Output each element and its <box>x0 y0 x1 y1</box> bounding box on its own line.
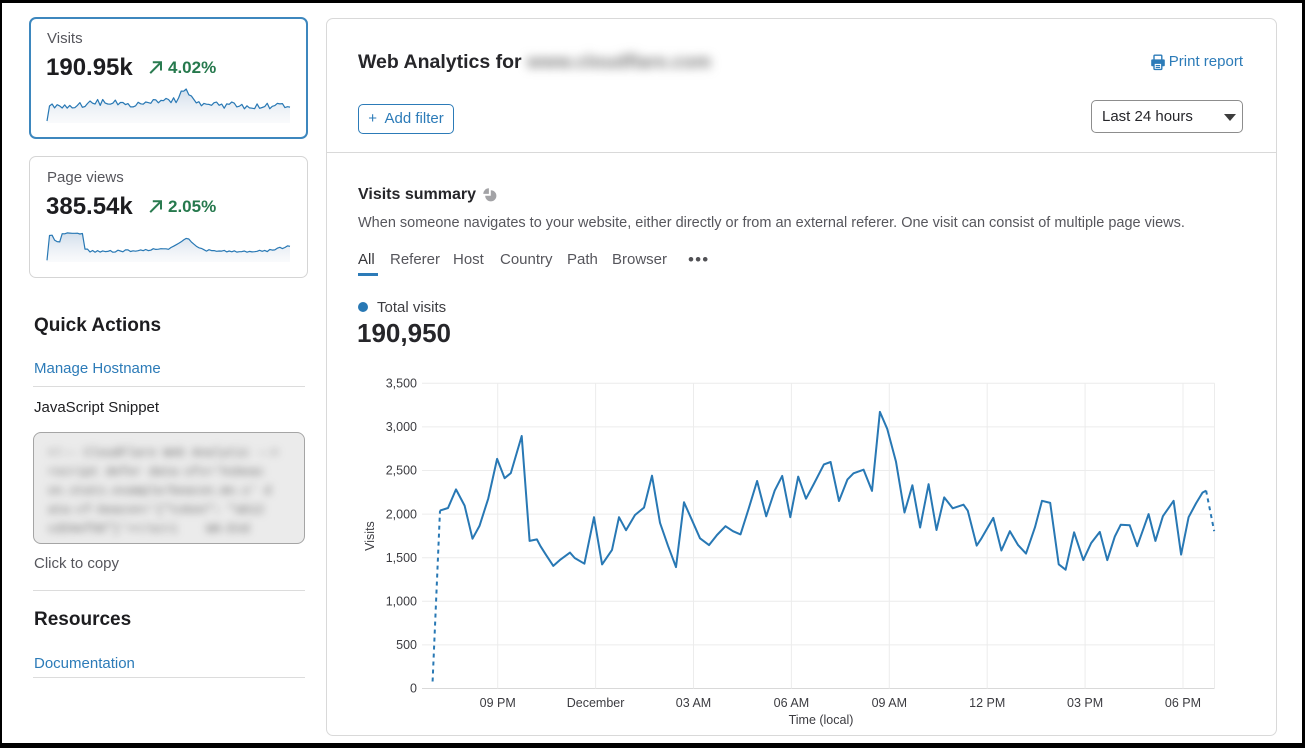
svg-text:0: 0 <box>410 682 417 696</box>
svg-text:December: December <box>567 696 625 710</box>
svg-text:Time (local): Time (local) <box>789 713 854 727</box>
svg-text:09 AM: 09 AM <box>872 696 907 710</box>
svg-text:12 PM: 12 PM <box>969 696 1005 710</box>
svg-text:Visits: Visits <box>363 521 377 551</box>
svg-text:3,000: 3,000 <box>386 420 417 434</box>
svg-text:06 AM: 06 AM <box>774 696 809 710</box>
svg-text:06 PM: 06 PM <box>1165 696 1201 710</box>
svg-text:1,500: 1,500 <box>386 551 417 565</box>
svg-text:500: 500 <box>396 638 417 652</box>
svg-text:03 PM: 03 PM <box>1067 696 1103 710</box>
svg-text:03 AM: 03 AM <box>676 696 711 710</box>
svg-text:1,000: 1,000 <box>386 595 417 609</box>
svg-text:09 PM: 09 PM <box>480 696 516 710</box>
svg-text:3,500: 3,500 <box>386 377 417 391</box>
svg-text:2,000: 2,000 <box>386 507 417 521</box>
svg-text:2,500: 2,500 <box>386 464 417 478</box>
